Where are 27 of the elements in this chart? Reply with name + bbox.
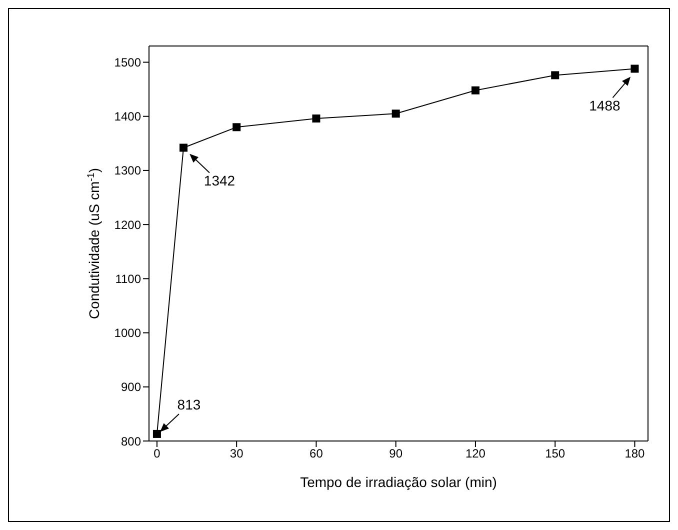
x-tick-label: 60 (310, 446, 324, 461)
x-tick-label: 90 (389, 446, 403, 461)
x-axis-title: Tempo de irradiação solar (min) (300, 474, 497, 490)
y-tick-label: 1000 (114, 326, 142, 340)
x-tick-label: 180 (624, 446, 646, 461)
x-tick-label: 120 (465, 446, 486, 461)
point (180, 144, 188, 152)
point (232, 123, 241, 132)
y-tick-label: 1300 (114, 164, 142, 178)
y-tick-label: 1500 (114, 55, 142, 70)
annotation: 1488 (589, 97, 621, 114)
point (471, 86, 480, 94)
point (152, 430, 161, 438)
point (312, 114, 320, 123)
point (551, 71, 560, 80)
y-tick-label: 800 (120, 434, 142, 448)
point (630, 64, 639, 73)
y-tick-label: 1200 (114, 218, 142, 232)
y-tick-label: 1100 (115, 272, 142, 286)
x-tick-label: 0 (154, 446, 161, 461)
annotation: 813 (177, 396, 201, 413)
x-tick-label: 150 (545, 446, 566, 461)
point (392, 110, 400, 118)
x-tick-label: 30 (230, 446, 244, 461)
annotation: 1342 (204, 172, 236, 188)
y-tick-label: 1400 (114, 110, 142, 124)
y-tick-label: 900 (120, 380, 142, 394)
